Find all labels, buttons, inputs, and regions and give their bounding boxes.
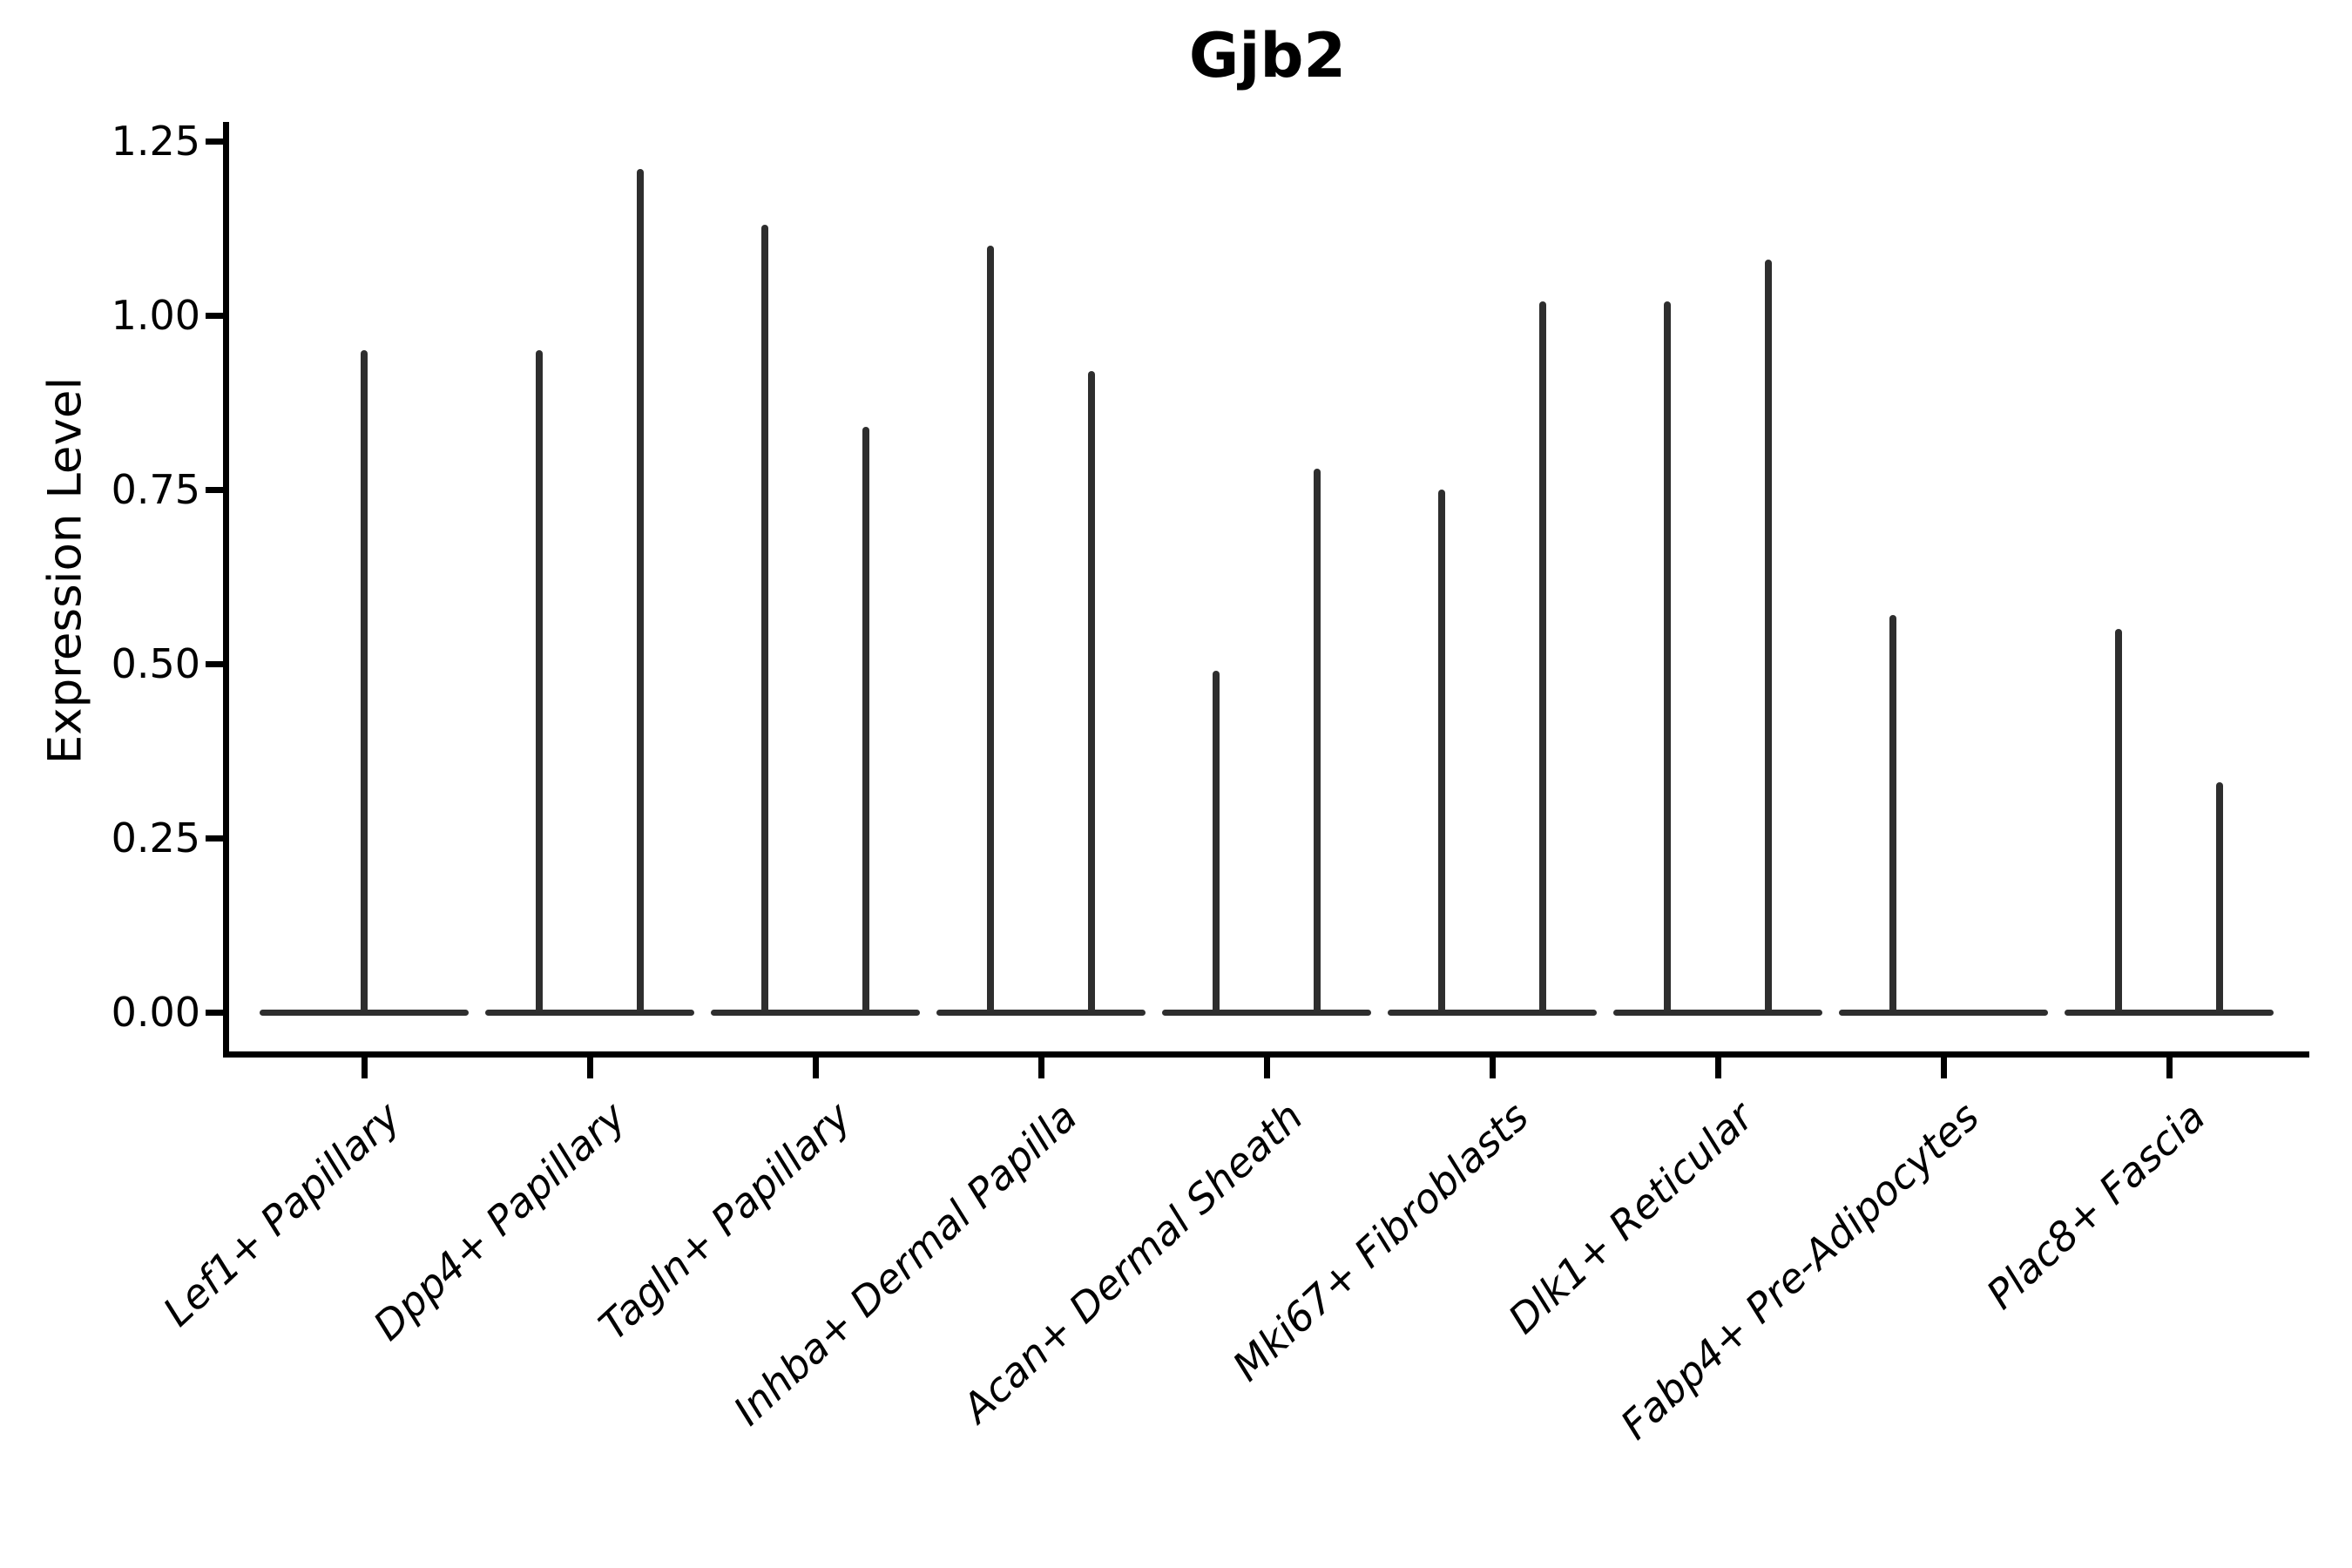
violin-spike: [2216, 782, 2223, 1012]
violin-spike: [987, 246, 994, 1012]
x-tick-label: Plac8+ Fascia: [1977, 1092, 2214, 1319]
violin-baseline: [711, 1009, 920, 1016]
y-tick-mark: [206, 487, 226, 493]
x-tick-mark: [1941, 1057, 1947, 1078]
violin-baseline: [1839, 1009, 2048, 1016]
violin-spike: [1539, 301, 1546, 1012]
violin-baseline: [2065, 1009, 2274, 1016]
y-tick-mark: [206, 835, 226, 841]
x-tick-mark: [1490, 1057, 1496, 1078]
y-tick-mark: [206, 1010, 226, 1016]
y-axis-spine: [223, 122, 229, 1058]
violin-spike: [862, 427, 869, 1012]
x-tick-label: Fabp4+ Pre-Adipocytes: [1612, 1092, 1989, 1449]
violin-spike: [1314, 469, 1321, 1012]
y-tick-label: 1.00: [111, 292, 200, 339]
x-tick-mark: [1715, 1057, 1721, 1078]
y-tick-mark: [206, 313, 226, 319]
x-tick-mark: [1264, 1057, 1270, 1078]
y-tick-label: 0.50: [111, 640, 200, 687]
violin-baseline: [485, 1009, 694, 1016]
violin-spike: [1889, 615, 1896, 1012]
x-tick-label: Tagln+ Papillary: [590, 1092, 861, 1349]
violin-spike: [1664, 301, 1671, 1012]
x-tick-mark: [587, 1057, 593, 1078]
violin-baseline: [260, 1009, 469, 1016]
violin-spike: [1088, 371, 1095, 1012]
violin-spike: [361, 350, 368, 1012]
violin-spike: [1213, 671, 1220, 1012]
violin-baseline: [1613, 1009, 1822, 1016]
x-tick-label: Lef1+ Papillary: [153, 1092, 409, 1335]
y-tick-mark: [206, 139, 226, 145]
violin-spike: [536, 350, 543, 1012]
x-tick-label: Dlk1+ Reticular: [1499, 1092, 1763, 1343]
violin-spike: [637, 169, 644, 1012]
violin-baseline: [1388, 1009, 1597, 1016]
violin-spike: [761, 225, 768, 1012]
violin-spike: [1765, 260, 1772, 1012]
y-tick-mark: [206, 661, 226, 667]
violin-spike: [2115, 629, 2122, 1012]
y-axis-label: Expression Level: [38, 376, 92, 765]
violin-spike: [1438, 490, 1445, 1012]
y-tick-label: 0.25: [111, 814, 200, 862]
y-tick-label: 0.75: [111, 466, 200, 513]
x-tick-mark: [813, 1057, 819, 1078]
x-tick-mark: [2166, 1057, 2173, 1078]
x-tick-mark: [1038, 1057, 1044, 1078]
plot-title: Gjb2: [1188, 20, 1347, 91]
violin-baseline: [936, 1009, 1146, 1016]
x-axis-spine: [223, 1051, 2309, 1058]
violin-baseline: [1162, 1009, 1371, 1016]
y-tick-label: 0.00: [111, 989, 200, 1036]
x-tick-mark: [362, 1057, 368, 1078]
y-tick-label: 1.25: [111, 118, 200, 165]
